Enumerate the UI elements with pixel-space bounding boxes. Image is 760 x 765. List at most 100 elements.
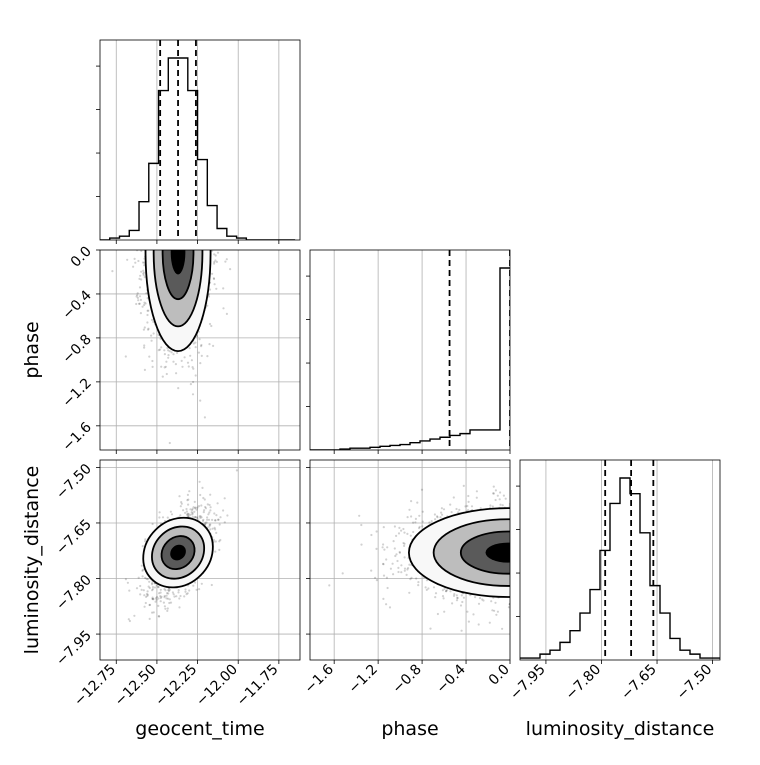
scatter-point	[406, 516, 409, 519]
scatter-point	[209, 493, 212, 496]
scatter-point	[143, 276, 146, 279]
scatter-point	[208, 343, 211, 346]
scatter-point	[470, 505, 474, 508]
scatter-point	[151, 611, 154, 614]
scatter-point	[196, 517, 199, 520]
scatter-point	[148, 617, 151, 621]
scatter-point	[179, 505, 182, 508]
scatter-point	[212, 538, 215, 542]
scatter-point	[194, 374, 197, 377]
scatter-point	[434, 596, 437, 599]
scatter-point	[200, 345, 203, 348]
x-tick-label: 0.0	[486, 662, 513, 689]
scatter-point	[405, 573, 408, 577]
scatter-point	[501, 504, 504, 507]
scatter-point	[144, 540, 147, 543]
scatter-point	[441, 589, 444, 592]
scatter-point	[427, 587, 430, 590]
scatter-point	[382, 562, 385, 566]
scatter-point	[161, 516, 165, 519]
x-tick-label: −7.95	[507, 662, 549, 704]
scatter-point	[139, 312, 142, 315]
scatter-point	[496, 610, 499, 613]
scatter-point	[432, 586, 436, 589]
scatter-point	[215, 287, 218, 290]
scatter-point	[136, 296, 139, 299]
scatter-point	[146, 590, 149, 593]
y-tick-label: −0.8	[59, 331, 94, 366]
scatter-point	[159, 591, 162, 594]
scatter-point	[139, 593, 142, 596]
scatter-point	[204, 507, 207, 510]
scatter-point	[199, 515, 202, 518]
scatter-point	[394, 554, 397, 558]
scatter-point	[204, 521, 207, 524]
scatter-point	[481, 598, 484, 601]
scatter-point	[457, 511, 460, 514]
scatter-point	[206, 518, 209, 521]
scatter-point	[502, 494, 505, 497]
scatter-point	[142, 272, 145, 275]
scatter-point	[442, 597, 445, 600]
scatter-point	[226, 514, 229, 517]
scatter-point	[200, 582, 203, 585]
scatter-point	[216, 251, 220, 254]
scatter-point	[420, 488, 424, 491]
scatter-point	[148, 580, 151, 583]
x-tick-label: −7.65	[618, 662, 660, 704]
scatter-point	[174, 363, 177, 366]
scatter-point	[151, 597, 154, 600]
scatter-point	[172, 593, 175, 596]
scatter-point	[133, 614, 136, 617]
scatter-point	[167, 356, 170, 359]
scatter-point	[143, 303, 146, 307]
scatter-point	[216, 502, 219, 505]
scatter-point	[389, 567, 392, 570]
scatter-point	[157, 586, 160, 589]
density-core	[170, 544, 186, 561]
scatter-point	[132, 265, 135, 268]
scatter-point	[147, 585, 150, 588]
scatter-point	[489, 504, 492, 507]
scatter-point	[418, 514, 421, 517]
scatter-point	[492, 492, 495, 495]
scatter-point	[151, 359, 154, 363]
scatter-point	[455, 507, 458, 511]
scatter-point	[188, 589, 191, 592]
scatter-point	[456, 597, 459, 600]
scatter-point	[168, 350, 171, 353]
scatter-point	[198, 515, 201, 518]
scatter-point	[143, 346, 146, 349]
scatter-point	[209, 506, 212, 509]
scatter-point	[200, 354, 203, 357]
scatter-point	[208, 503, 211, 507]
scatter-point	[375, 547, 378, 551]
scatter-point	[178, 495, 181, 498]
y-axis-label-phase: phase	[21, 321, 43, 378]
scatter-point	[140, 270, 143, 273]
scatter-point	[154, 600, 157, 603]
scatter-point	[157, 349, 160, 352]
scatter-point	[163, 588, 166, 591]
scatter-point	[124, 355, 127, 358]
scatter-point	[143, 368, 146, 371]
scatter-point	[166, 609, 169, 613]
scatter-point	[494, 489, 497, 492]
scatter-point	[400, 571, 403, 574]
scatter-point	[402, 527, 405, 531]
scatter-point	[421, 525, 424, 528]
scatter-point	[145, 292, 148, 295]
scatter-point	[139, 274, 142, 277]
scatter-point	[183, 595, 186, 598]
scatter-point	[151, 522, 154, 526]
scatter-point	[143, 301, 146, 304]
scatter-point	[185, 510, 188, 513]
scatter-point	[140, 250, 143, 252]
scatter-point	[213, 260, 216, 264]
scatter-point	[140, 278, 143, 281]
scatter-point	[208, 525, 211, 528]
scatter-point	[211, 250, 214, 252]
scatter-point	[138, 277, 141, 280]
scatter-point	[496, 494, 499, 497]
